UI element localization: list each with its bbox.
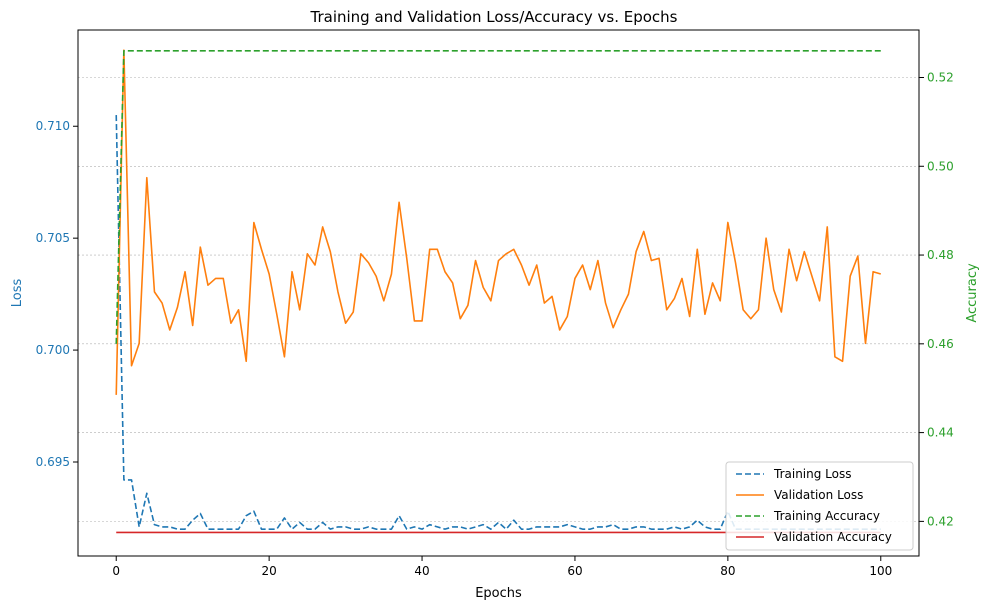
legend-box	[725, 461, 914, 551]
left-tick-label: 0.700	[36, 343, 70, 357]
legend-label: Training Accuracy	[773, 509, 880, 523]
legend-label: Validation Accuracy	[774, 530, 892, 544]
left-tick-label: 0.705	[36, 231, 70, 245]
right-axis-ticks: 0.42 0.44 0.46 0.48 0.50 0.52	[919, 70, 954, 528]
series-line-training-loss	[115, 115, 881, 530]
chart-title: Training and Validation Loss/Accuracy vs…	[310, 8, 678, 26]
right-tick-label: 0.46	[927, 337, 954, 351]
x-tick-label: 40	[414, 564, 429, 578]
x-tick-label: 20	[261, 564, 276, 578]
x-tick-label: 100	[869, 564, 892, 578]
legend: Training Loss Validation Loss Training Acc…	[725, 461, 914, 551]
left-axis-ticks: 0.695 0.700 0.705 0.710	[36, 119, 78, 469]
series-line-training-accuracy	[115, 50, 881, 344]
grid	[78, 77, 919, 522]
right-axis-label: Accuracy	[965, 263, 980, 323]
left-tick-label: 0.710	[36, 119, 70, 133]
right-tick-label: 0.48	[927, 248, 954, 262]
legend-label: Training Loss	[773, 467, 851, 481]
x-axis-label: Epochs	[475, 586, 522, 601]
left-axis-label: Loss	[10, 279, 25, 308]
x-tick-label: 80	[720, 564, 735, 578]
x-axis-ticks: 0 20 40 60 80 100	[112, 556, 892, 578]
right-tick-label: 0.42	[927, 514, 954, 528]
right-tick-label: 0.50	[927, 159, 954, 173]
right-tick-label: 0.52	[927, 70, 954, 84]
right-tick-label: 0.44	[927, 426, 954, 440]
legend-label: Validation Loss	[774, 488, 863, 502]
x-tick-label: 0	[112, 564, 120, 578]
series-line-validation-loss	[115, 49, 881, 395]
x-tick-label: 60	[567, 564, 582, 578]
left-tick-label: 0.695	[36, 455, 70, 469]
plot-frame	[77, 29, 920, 557]
